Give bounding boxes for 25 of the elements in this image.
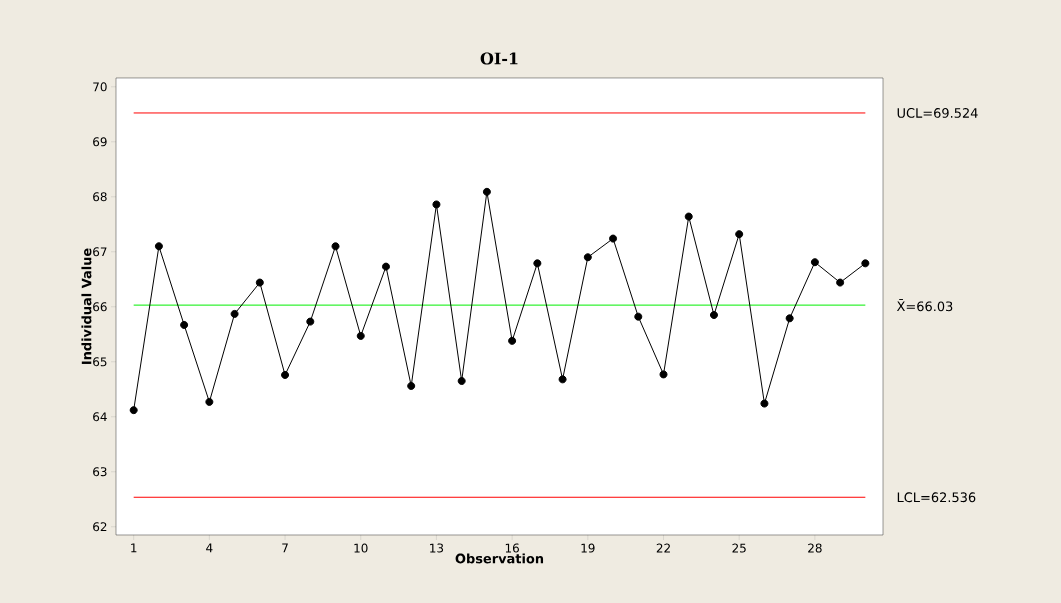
ref-line-label: LCL=62.536 (897, 492, 976, 503)
y-tick-label: 68 (93, 192, 107, 202)
y-axis-title: Individual Value (81, 248, 92, 364)
y-tick-label: 65 (93, 357, 107, 367)
x-tick-label: 19 (581, 543, 595, 553)
x-tick-label: 25 (732, 543, 746, 553)
y-tick-label: 69 (93, 137, 107, 147)
y-tick-label: 63 (93, 467, 107, 477)
y-tick-label: 70 (93, 82, 107, 92)
x-tick-label: 7 (282, 543, 288, 553)
y-tick-label: 62 (93, 522, 107, 532)
x-tick-label: 16 (505, 543, 519, 553)
x-tick-label: 13 (430, 543, 444, 553)
chart-title: OI-1 (480, 52, 518, 65)
x-tick-label: 1 (131, 543, 137, 553)
ref-line-label: UCL=69.524 (897, 108, 978, 118)
x-tick-label: 22 (656, 543, 670, 553)
x-tick-label: 10 (354, 543, 368, 553)
y-tick-label: 67 (93, 247, 107, 257)
y-tick-label: 64 (93, 412, 107, 422)
y-tick-label: 66 (93, 302, 107, 312)
x-tick-label: 4 (206, 543, 213, 553)
x-axis-title: Observation (455, 553, 544, 564)
ref-line-label: X̄=66.03 (896, 299, 953, 312)
x-tick-label: 28 (808, 543, 822, 553)
